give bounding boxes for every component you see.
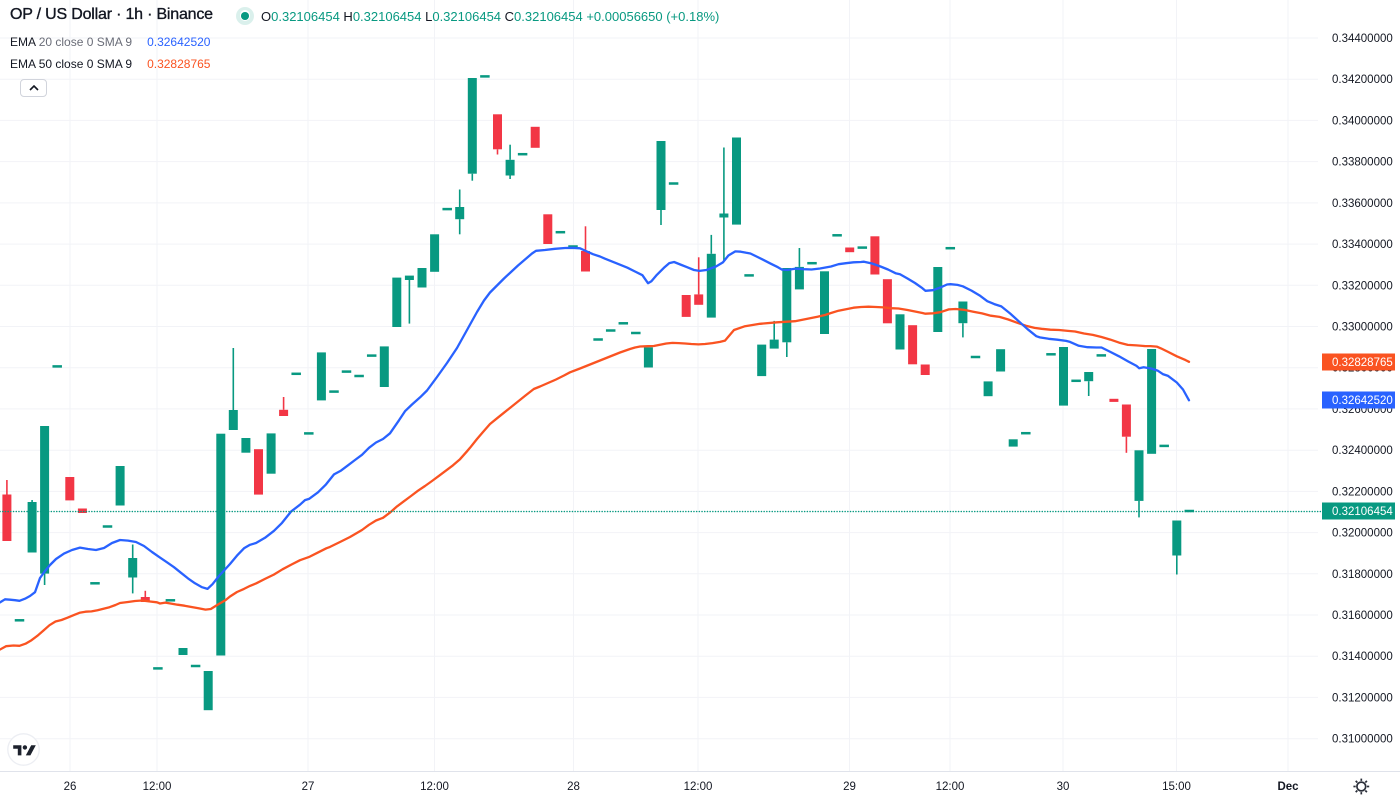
svg-text:27: 27	[302, 781, 315, 793]
svg-text:0.32642520: 0.32642520	[1332, 395, 1393, 407]
svg-text:0.31000000: 0.31000000	[1332, 734, 1393, 746]
svg-text:12:00: 12:00	[143, 781, 172, 793]
svg-text:0.31400000: 0.31400000	[1332, 651, 1393, 663]
svg-text:28: 28	[567, 781, 580, 793]
svg-text:0.33400000: 0.33400000	[1332, 239, 1393, 251]
svg-text:Dec: Dec	[1277, 781, 1299, 793]
svg-text:29: 29	[843, 781, 856, 793]
svg-text:0.33000000: 0.33000000	[1332, 322, 1393, 334]
svg-text:0.34200000: 0.34200000	[1332, 74, 1393, 86]
svg-text:0.32200000: 0.32200000	[1332, 486, 1393, 498]
svg-text:0.34000000: 0.34000000	[1332, 115, 1393, 127]
svg-text:0.31600000: 0.31600000	[1332, 610, 1393, 622]
svg-text:0.33200000: 0.33200000	[1332, 280, 1393, 292]
svg-text:30: 30	[1057, 781, 1070, 793]
svg-text:12:00: 12:00	[420, 781, 449, 793]
svg-text:0.34400000: 0.34400000	[1332, 33, 1393, 45]
svg-text:0.32828765: 0.32828765	[1332, 357, 1393, 369]
svg-text:0.31800000: 0.31800000	[1332, 569, 1393, 581]
svg-text:15:00: 15:00	[1162, 781, 1191, 793]
svg-text:12:00: 12:00	[684, 781, 713, 793]
svg-text:0.32400000: 0.32400000	[1332, 445, 1393, 457]
svg-text:0.33600000: 0.33600000	[1332, 198, 1393, 210]
svg-text:12:00: 12:00	[936, 781, 965, 793]
svg-text:26: 26	[64, 781, 77, 793]
svg-text:0.33800000: 0.33800000	[1332, 157, 1393, 169]
svg-text:0.32106454: 0.32106454	[1332, 506, 1393, 518]
svg-text:0.31200000: 0.31200000	[1332, 692, 1393, 704]
svg-text:0.32000000: 0.32000000	[1332, 528, 1393, 540]
